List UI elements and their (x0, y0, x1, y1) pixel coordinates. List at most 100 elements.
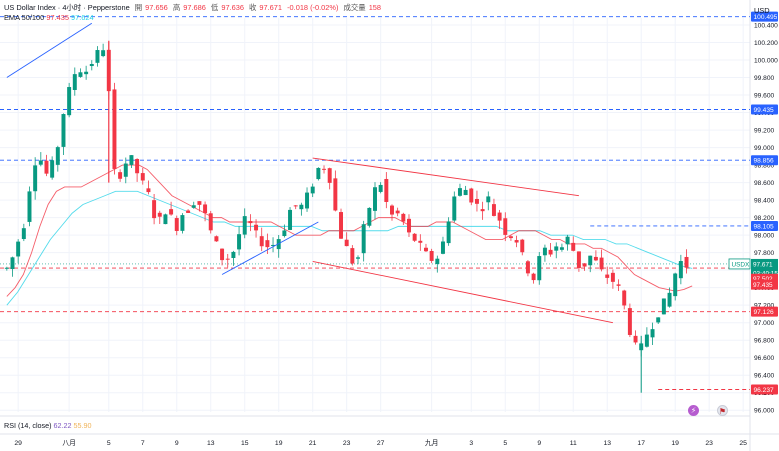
candle-body[interactable] (112, 89, 117, 169)
candle-body[interactable] (135, 159, 140, 174)
price-tag[interactable] (751, 279, 778, 290)
level-tag[interactable] (751, 104, 778, 115)
candle-body[interactable] (101, 50, 106, 57)
candle-body[interactable] (84, 71, 89, 75)
candle-body[interactable] (418, 240, 423, 243)
candle-body[interactable] (157, 212, 162, 217)
candle-body[interactable] (169, 209, 174, 215)
candle-body[interactable] (140, 173, 145, 181)
candle-body[interactable] (673, 273, 678, 297)
candle-body[interactable] (599, 257, 604, 270)
trendline[interactable] (312, 157, 579, 197)
candle-body[interactable] (559, 247, 564, 250)
candle-body[interactable] (542, 247, 547, 256)
candle-body[interactable] (89, 64, 94, 67)
candle-body[interactable] (474, 198, 479, 204)
candle-body[interactable] (333, 178, 338, 211)
candle-body[interactable] (644, 334, 649, 347)
candle-body[interactable] (622, 290, 627, 306)
candle-body[interactable] (322, 168, 327, 170)
candle-body[interactable] (661, 298, 666, 315)
candle-body[interactable] (305, 192, 310, 209)
candle-body[interactable] (571, 242, 576, 251)
candle-body[interactable] (33, 165, 38, 192)
candle-body[interactable] (208, 213, 213, 231)
candle-body[interactable] (520, 239, 525, 253)
candle-body[interactable] (423, 247, 428, 252)
candle-body[interactable] (129, 155, 134, 165)
candle-body[interactable] (503, 218, 508, 235)
candle-body[interactable] (339, 212, 343, 239)
candle-body[interactable] (361, 224, 366, 254)
candle-body[interactable] (378, 184, 383, 192)
candle-body[interactable] (38, 160, 43, 165)
level-tag[interactable] (751, 220, 778, 231)
candle-body[interactable] (191, 205, 196, 208)
candle-body[interactable] (486, 196, 491, 203)
candle-body[interactable] (554, 246, 559, 251)
candle-body[interactable] (588, 255, 593, 266)
candle-body[interactable] (123, 163, 128, 177)
rsi-legend[interactable]: RSI (14, close) 62.22 55.90 (4, 421, 92, 430)
candle-body[interactable] (242, 216, 247, 235)
candle-body[interactable] (463, 189, 468, 196)
candle-body[interactable] (407, 218, 411, 233)
candle-body[interactable] (593, 256, 598, 261)
candle-body[interactable] (4, 267, 9, 269)
price-tag[interactable] (751, 267, 778, 278)
candle-body[interactable] (220, 248, 225, 261)
candle-body[interactable] (95, 50, 100, 63)
candle-body[interactable] (61, 114, 66, 147)
candle-body[interactable] (271, 244, 276, 246)
candle-body[interactable] (429, 250, 434, 261)
trendline[interactable] (312, 260, 613, 324)
candle-body[interactable] (610, 272, 615, 282)
candle-body[interactable] (457, 188, 462, 196)
lightning-icon[interactable]: ⚡ (688, 405, 699, 416)
symbol-title[interactable]: US Dollar Index · 4小时 · Pepperstone (4, 3, 130, 12)
trendline[interactable] (221, 221, 319, 275)
candle-body[interactable] (469, 188, 474, 203)
candle-body[interactable] (537, 256, 542, 281)
candle-body[interactable] (118, 172, 123, 179)
candle-body[interactable] (288, 209, 293, 230)
candle-body[interactable] (446, 221, 451, 244)
candle-body[interactable] (508, 236, 513, 239)
candle-body[interactable] (384, 178, 389, 202)
candle-body[interactable] (225, 258, 230, 260)
candle-body[interactable] (327, 168, 332, 183)
candle-body[interactable] (582, 263, 587, 267)
candle-body[interactable] (21, 228, 26, 240)
candle-body[interactable] (180, 215, 185, 231)
candle-body[interactable] (491, 204, 496, 216)
candle-body[interactable] (50, 160, 55, 178)
candle-body[interactable] (401, 213, 406, 222)
candle-body[interactable] (350, 248, 355, 264)
candle-body[interactable] (367, 207, 372, 226)
candle-body[interactable] (78, 72, 83, 77)
level-tag[interactable] (751, 155, 778, 166)
candle-body[interactable] (548, 249, 553, 255)
us-flag-icon[interactable]: ⚑ (717, 405, 728, 416)
candle-body[interactable] (259, 236, 264, 247)
symbol-tag[interactable] (728, 258, 751, 270)
candle-body[interactable] (531, 273, 536, 281)
candle-body[interactable] (525, 261, 530, 274)
candle-body[interactable] (684, 256, 689, 268)
candle-body[interactable] (667, 292, 672, 307)
candle-body[interactable] (390, 205, 394, 215)
candle-body[interactable] (395, 210, 400, 214)
candle-body[interactable] (650, 329, 655, 338)
ema-legend[interactable]: EMA 50/100 97.435 97.624 (4, 13, 94, 22)
candle-body[interactable] (316, 167, 321, 180)
candle-body[interactable] (627, 308, 632, 335)
level-tag[interactable] (751, 11, 778, 22)
candle-body[interactable] (16, 241, 21, 257)
candle-body[interactable] (678, 261, 683, 279)
candle-body[interactable] (254, 224, 259, 231)
candle-body[interactable] (452, 196, 457, 221)
candle-body[interactable] (174, 218, 179, 231)
candle-body[interactable] (197, 201, 202, 205)
candle-body[interactable] (163, 214, 168, 225)
